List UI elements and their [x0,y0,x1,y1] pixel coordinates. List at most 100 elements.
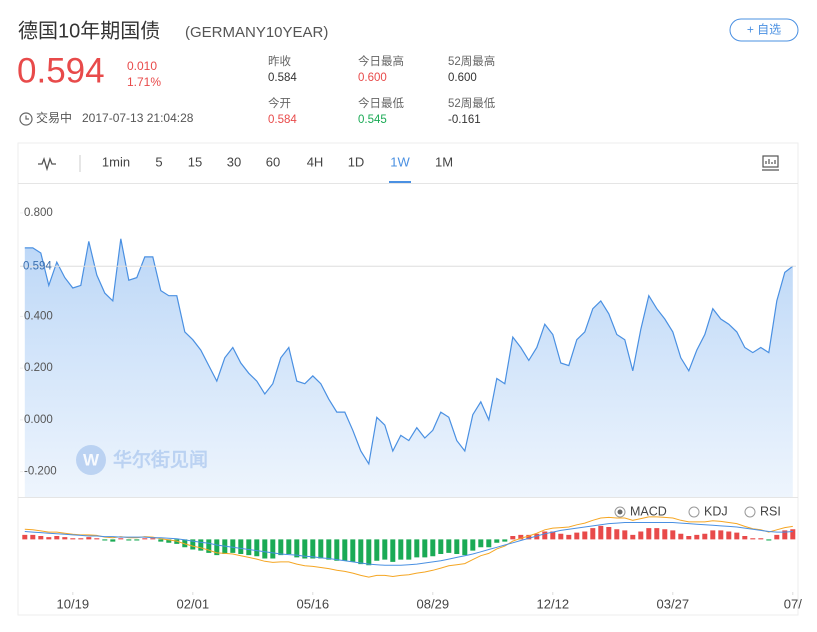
macd-bar [598,525,604,540]
macd-bar [38,536,44,540]
stat-label: 今开 [268,96,291,110]
watermark-logo: W [83,450,100,469]
stat-value: 0.545 [358,114,387,126]
radio[interactable] [744,506,756,518]
macd-bar [286,539,292,554]
macd-bar [62,537,68,540]
radio-dot[interactable] [617,509,623,515]
period-tab[interactable]: 60 [266,154,280,169]
macd-bar [662,529,668,540]
macd-bar [526,534,532,540]
period-tab[interactable]: 4H [307,154,324,169]
macd-bar [630,534,636,540]
macd-bar [278,539,284,556]
macd-bar [262,539,268,559]
macd-bar [46,537,52,540]
y-tick-label: 0.400 [24,310,53,322]
status: 交易中 [36,110,72,125]
macd-bar [710,530,716,540]
macd-bar [270,539,276,559]
macd-bar [726,531,732,540]
macd-bar [350,539,356,562]
macd-bar [654,528,660,540]
period-tab[interactable]: 1M [435,154,453,169]
macd-bar [614,529,620,540]
macd-bar [790,529,796,540]
macd-bar [198,539,204,551]
macd-bar [686,536,692,540]
stats: 昨收 0.584 今开 0.584 今日最高 0.600 今日最低 0.545 52周最高 0.6… [268,54,496,126]
x-tick-label: 07/ [784,596,802,611]
macd-bar [110,539,116,542]
x-tick-label: 05/16 [297,596,330,611]
macd-bar [294,539,300,558]
macd-bar [566,534,572,540]
period-tab[interactable]: 1W [390,154,410,169]
period-tab[interactable]: 1D [348,154,365,169]
macd-bar [542,531,548,540]
macd-bar [734,532,740,540]
macd-bar [510,536,516,540]
indicator-tab[interactable]: MACD [630,504,667,518]
macd-bar [582,531,588,540]
stat-value: 0.584 [268,72,297,84]
period-tab[interactable]: 1min [102,154,130,169]
stat-label: 今日最低 [358,96,404,110]
period-tab[interactable]: 30 [227,154,241,169]
macd-bar [150,538,156,540]
macd-bar [750,538,756,540]
macd-bar [326,539,332,560]
macd-bar [94,538,100,540]
macd-bar [134,539,140,541]
x-tick-label: 08/29 [417,596,450,611]
price-area [24,238,793,498]
macd-line [24,522,793,566]
watermark: W 华尔街见闻 [76,445,208,475]
watch-button[interactable] [729,18,799,42]
macd-bar [438,539,444,554]
macd-bar [30,534,36,540]
macd-chart [22,516,796,578]
price-line [24,238,794,466]
macd-bar [254,539,260,557]
macd-bar [462,539,468,556]
macd-bar [494,539,500,543]
chart-type-icon[interactable] [38,157,56,172]
clock-icon [19,112,33,126]
macd-bar [190,539,196,550]
macd-bar [246,539,252,556]
macd-bar [398,539,404,560]
y-tick-label: -0.200 [24,466,57,478]
macd-bar [406,539,412,560]
period-tab[interactable]: 5 [155,154,162,169]
y-tick-label: 0.000 [24,414,53,426]
macd-bar [54,536,60,540]
x-tick-label: 10/19 [57,596,90,611]
macd-bar [214,539,220,556]
macd-bar [454,539,460,554]
fullscreen-icon[interactable] [762,155,779,171]
macd-bar [334,539,340,561]
radio[interactable] [688,506,700,518]
stat-label: 昨收 [268,54,291,68]
code: (GERMANY10YEAR) [185,24,328,41]
indicator-tab[interactable]: RSI [760,504,781,518]
macd-bar [166,539,172,543]
macd-bar [534,533,540,540]
macd-bar [422,539,428,558]
macd-bar [206,539,212,553]
watch-button-label[interactable]: + 自选 [747,23,781,37]
macd-bar [622,530,628,540]
stat-value: 0.584 [268,114,297,126]
period-tab[interactable]: 15 [188,154,202,169]
macd-bar [550,531,556,540]
macd-bar [774,534,780,540]
indicator-tab[interactable]: KDJ [704,504,728,518]
stat-value: 0.600 [358,72,387,84]
x-tick-label: 03/27 [657,596,690,611]
macd-bar [678,533,684,540]
macd-bar [158,539,164,542]
macd-bar [70,538,76,540]
